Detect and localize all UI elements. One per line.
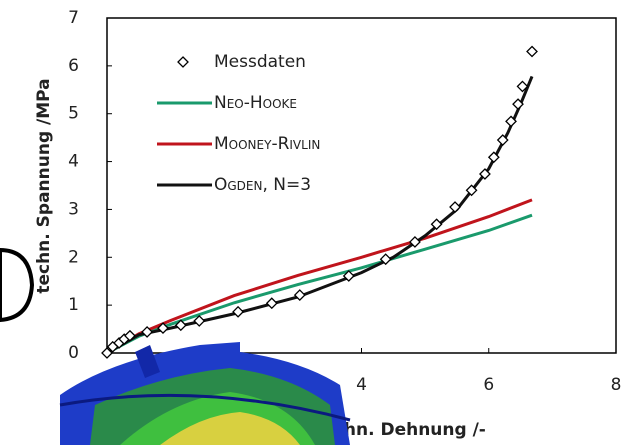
y-tick-label: 1 [68,295,79,315]
x-tick-label: 4 [356,375,367,395]
y-tick-label: 5 [68,104,79,124]
y-tick-label: 2 [68,247,79,267]
data-point [487,151,500,164]
line-series [106,198,533,355]
y-axis-label: techn. Spannung /MPa [34,78,54,293]
legend-label: Mooney-Rivlin [214,134,320,154]
legend-label: Ogden, N=3 [214,175,311,195]
x-axis-label: techn. Dehnung /- [314,420,486,440]
data-point [342,270,355,282]
data-point [409,236,421,248]
data-point [123,329,136,342]
x-tick-label: 8 [611,375,622,395]
data-point [465,184,478,197]
data-point [157,322,169,335]
fea-image [0,247,351,445]
data-point [496,134,509,146]
data-point [141,326,154,338]
data-point [193,315,206,327]
data-point [232,305,244,318]
data-point [505,115,517,128]
data-point [379,253,392,266]
legend-label: Messdaten [214,52,306,72]
data-point [265,297,278,310]
data-point [430,218,443,231]
y-tick-label: 7 [68,8,79,28]
data-point [526,45,538,58]
data-point [512,98,524,111]
y-tick-label: 4 [68,152,79,172]
line-series [106,213,533,355]
x-tick-label: 6 [483,375,494,395]
data-point [101,347,113,359]
line-series [106,75,534,355]
data-point [174,319,187,332]
legend-label: Neo-Hooke [214,93,297,113]
y-tick-label: 3 [68,199,79,219]
data-point [479,168,491,180]
legend-marker [177,56,189,68]
data-point [516,80,529,93]
data-point [293,289,306,302]
y-tick-label: 6 [68,56,79,76]
plot-area: 0123456702468MessdatenNeo-HookeMooney-Ri… [68,8,621,395]
y-tick-label: 0 [68,343,79,363]
data-point [449,201,461,213]
